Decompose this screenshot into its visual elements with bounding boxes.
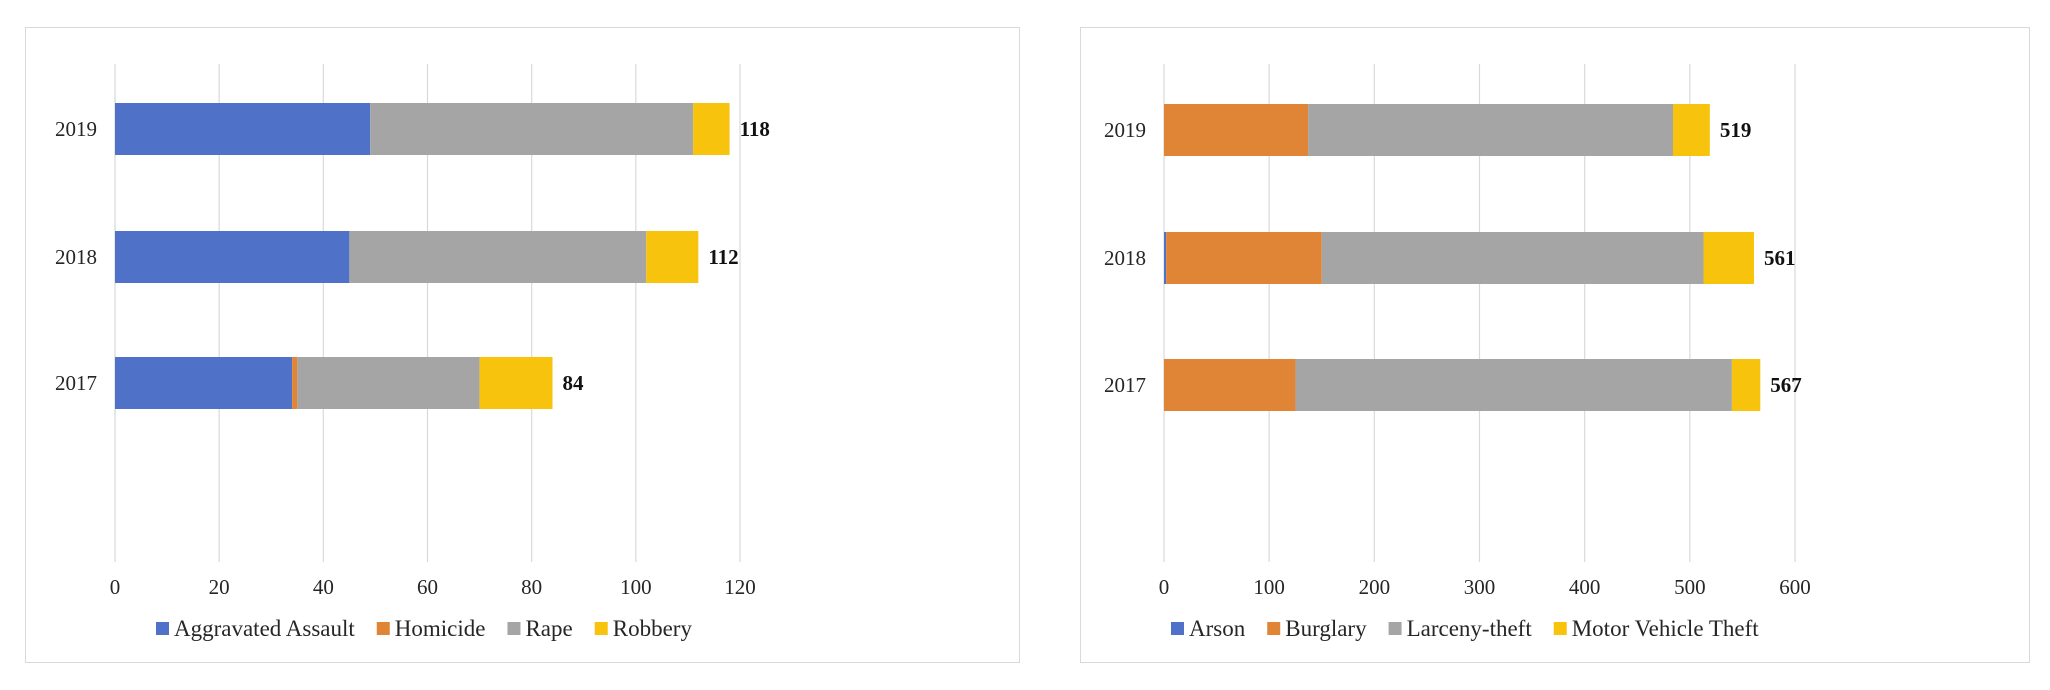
left-bar-segment	[349, 231, 647, 283]
right-legend-swatch	[1267, 622, 1281, 635]
left-legend-label: Homicide	[395, 616, 486, 641]
left-legend-swatch	[507, 622, 521, 635]
left-bar-segment	[297, 357, 480, 409]
right-x-tick-label: 500	[1674, 575, 1706, 599]
left-x-tick-label: 60	[417, 575, 438, 599]
right-legend-label: Larceny-theft	[1407, 616, 1533, 641]
left-legend-swatch	[594, 622, 608, 635]
left-legend-swatch	[376, 622, 390, 635]
right-chart: 0 100 200 300 400 500 600 2017 567 2018 561 2019 519…	[1104, 64, 1811, 641]
left-bar-segment	[693, 103, 730, 155]
left-x-tick-label: 120	[724, 575, 756, 599]
right-x-tick-label: 400	[1569, 575, 1601, 599]
left-bar-segment	[370, 103, 694, 155]
right-bar-segment	[1308, 104, 1674, 156]
right-bar-segment	[1731, 359, 1761, 411]
left-bar-segment	[115, 231, 350, 283]
left-legend-swatch	[156, 622, 169, 635]
left-x-tick-label: 0	[110, 575, 121, 599]
right-legend-swatch	[1171, 622, 1184, 635]
right-bar-segment	[1295, 359, 1732, 411]
left-x-tick-label: 100	[620, 575, 652, 599]
right-x-tick-label: 600	[1779, 575, 1811, 599]
right-total-label: 567	[1770, 373, 1802, 397]
right-total-label: 561	[1764, 246, 1796, 270]
right-bar-segment	[1321, 232, 1704, 284]
left-bar-segment	[115, 357, 293, 409]
right-chart-panel: 0 100 200 300 400 500 600 2017 567 2018 561 2019 519…	[1080, 27, 2030, 663]
left-y-category-label: 2017	[55, 371, 97, 395]
right-legend-label: Burglary	[1285, 616, 1367, 641]
left-y-category-label: 2019	[55, 117, 97, 141]
right-x-tick-label: 0	[1159, 575, 1170, 599]
right-legend-swatch	[1388, 622, 1402, 635]
left-y-category-label: 2018	[55, 245, 97, 269]
right-bar-segment	[1703, 232, 1754, 284]
right-legend-swatch	[1553, 622, 1567, 635]
left-chart-panel: 0 20 40 60 80 100 120 2017 84 2018 112 2019 118 Aggra…	[25, 27, 1020, 663]
left-chart: 0 20 40 60 80 100 120 2017 84 2018 112 2019 118 Aggra…	[55, 64, 770, 641]
right-x-tick-label: 200	[1359, 575, 1391, 599]
left-x-tick-label: 20	[209, 575, 230, 599]
right-legend-label: Arson	[1189, 616, 1246, 641]
right-y-category-label: 2017	[1104, 373, 1146, 397]
left-legend-label: Rape	[525, 616, 572, 641]
left-x-tick-label: 40	[313, 575, 334, 599]
left-legend-label: Robbery	[613, 616, 693, 641]
right-x-tick-label: 100	[1253, 575, 1285, 599]
left-x-tick-label: 80	[521, 575, 542, 599]
left-bar-segment	[646, 231, 699, 283]
right-bar-segment	[1673, 104, 1710, 156]
right-bar-segment	[1164, 359, 1296, 411]
left-legend-label: Aggravated Assault	[174, 616, 355, 641]
left-total-label: 84	[563, 371, 585, 395]
right-bar-segment	[1164, 104, 1309, 156]
left-bar-segment	[292, 357, 298, 409]
right-total-label: 519	[1720, 118, 1752, 142]
left-total-label: 112	[708, 245, 738, 269]
left-total-label: 118	[740, 117, 770, 141]
right-legend-label: Motor Vehicle Theft	[1572, 616, 1760, 641]
left-bar-segment	[479, 357, 553, 409]
right-y-category-label: 2019	[1104, 118, 1146, 142]
right-bar-segment	[1164, 232, 1167, 284]
right-x-tick-label: 300	[1464, 575, 1496, 599]
right-y-category-label: 2018	[1104, 246, 1146, 270]
right-bar-segment	[1166, 232, 1322, 284]
left-bar-segment	[115, 103, 371, 155]
